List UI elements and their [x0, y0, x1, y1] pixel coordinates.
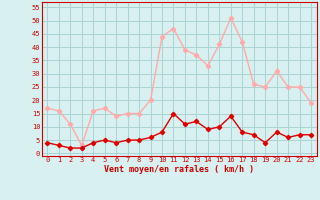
X-axis label: Vent moyen/en rafales ( km/h ): Vent moyen/en rafales ( km/h ) — [104, 165, 254, 174]
